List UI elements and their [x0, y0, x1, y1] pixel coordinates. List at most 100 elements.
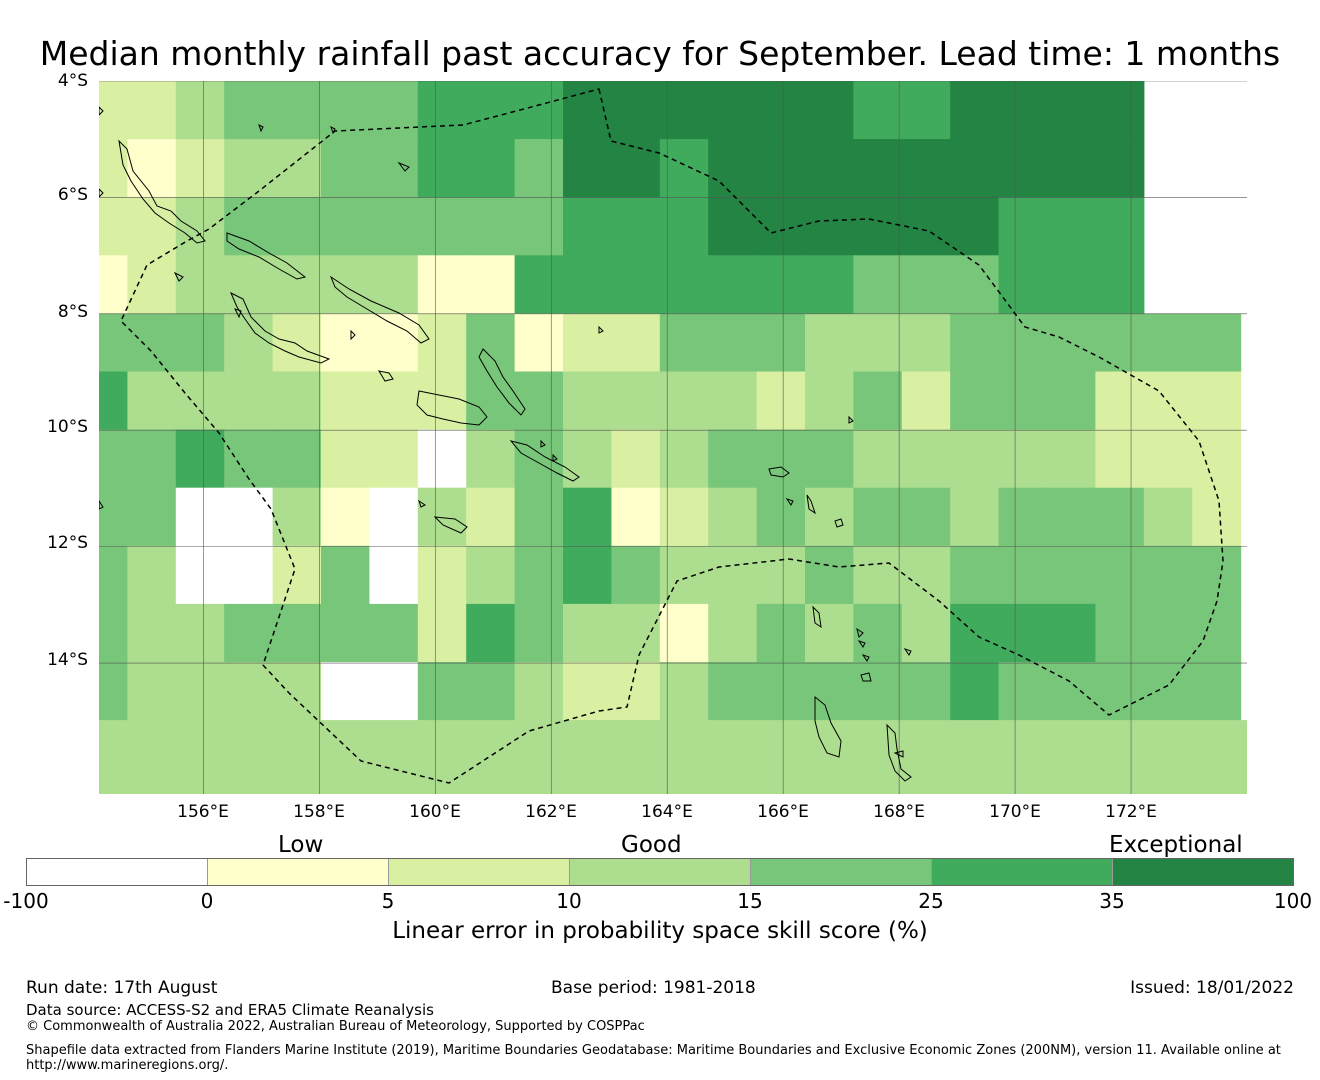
colorbar — [26, 858, 1294, 886]
grid-cell — [611, 313, 661, 373]
grid-cell — [514, 371, 564, 431]
grid-cell — [514, 429, 564, 489]
grid-cell — [1143, 313, 1193, 373]
grid-cell — [175, 603, 225, 663]
graticule — [99, 81, 1247, 794]
shapefile-credit: Shapefile data extracted from Flanders M… — [26, 1043, 1281, 1058]
grid-cell — [466, 545, 516, 605]
grid-cell — [369, 197, 419, 256]
grid-cell — [756, 487, 806, 547]
colorbar-label: Linear error in probability space skill … — [392, 918, 928, 944]
santa-isabel-island — [329, 275, 430, 344]
grid-cell — [1095, 313, 1145, 373]
lon-label: 168°E — [873, 802, 925, 822]
grid-cell — [1095, 429, 1145, 489]
grid-cell — [950, 255, 1000, 314]
grid-cell — [127, 487, 177, 547]
grid-cell — [1143, 371, 1193, 431]
grid-cell — [853, 429, 903, 489]
grid-cell — [901, 662, 951, 721]
grid-cell — [998, 603, 1048, 663]
grid-cell — [708, 197, 758, 256]
grid-cell — [175, 662, 225, 721]
grid-cell — [175, 81, 225, 140]
grid-cell — [756, 662, 806, 721]
makira-island — [509, 440, 580, 482]
grid-cell — [950, 139, 1000, 198]
grid-cell — [950, 81, 1000, 140]
grid-cell — [901, 429, 951, 489]
grid-cell — [1047, 81, 1096, 140]
grid-cell — [901, 255, 951, 314]
bougainville-island — [118, 139, 206, 244]
grid-cell — [1095, 81, 1145, 140]
grid-cell — [611, 139, 661, 198]
grid-cell — [563, 603, 612, 663]
legend-category-good: Good — [621, 832, 682, 858]
grid-cell — [708, 545, 758, 605]
colorbar-segment — [27, 859, 208, 885]
grid-cell — [1192, 662, 1242, 721]
grid-cell — [127, 81, 177, 140]
grid-cell — [853, 487, 903, 547]
grid-cell — [563, 139, 612, 198]
grid-cell — [99, 603, 128, 663]
grid-cell — [224, 197, 274, 256]
grid-cell — [756, 255, 806, 314]
copyright: © Commonwealth of Australia 2022, Austra… — [26, 1019, 645, 1034]
grid-cell — [1095, 371, 1145, 431]
grid-cell — [611, 429, 661, 489]
grid-cell — [175, 487, 225, 547]
grid-cell — [127, 603, 177, 663]
colorbar-tick: 100 — [1273, 889, 1313, 913]
grid-cell — [99, 720, 1247, 794]
grid-cell — [321, 255, 370, 314]
grid-cell — [369, 313, 419, 373]
grid-cell — [950, 487, 1000, 547]
grid-cell — [321, 429, 370, 489]
colorbar-tick: 35 — [1099, 889, 1125, 913]
grid-cell — [805, 313, 854, 373]
grid-cell — [369, 255, 419, 314]
grid-cell — [224, 313, 274, 373]
grid-cell — [369, 371, 419, 431]
grid-cell — [901, 81, 951, 140]
grid-cell — [99, 545, 128, 605]
espiritu-santo-island — [814, 695, 842, 758]
grid-cell — [708, 603, 758, 663]
grid-cell — [611, 545, 661, 605]
grid-cell — [611, 81, 661, 140]
grid-cell — [805, 371, 854, 431]
colorbar-segment — [389, 859, 570, 885]
grid-cell — [950, 429, 1000, 489]
grid-cell — [901, 487, 951, 547]
grid-cell — [1047, 197, 1096, 256]
grid-cell — [998, 545, 1048, 605]
grid-cell — [127, 255, 177, 314]
lon-label: 166°E — [757, 802, 809, 822]
grid-cell — [417, 603, 467, 663]
lat-label: 4°S — [57, 71, 88, 91]
colorbar-tick: 25 — [918, 889, 944, 913]
grid-cell — [127, 313, 177, 373]
grid-cell — [756, 429, 806, 489]
grid-cell — [998, 255, 1048, 314]
grid-cell — [514, 81, 564, 140]
grid-cell — [901, 545, 951, 605]
grid-cell — [127, 545, 177, 605]
grid-cell — [805, 197, 854, 256]
grid-cell — [611, 197, 661, 256]
lat-label: 8°S — [57, 302, 88, 322]
grid-cell — [659, 139, 709, 198]
grid-cell — [853, 313, 903, 373]
grid-cell — [224, 81, 274, 140]
grid-cell — [466, 662, 516, 721]
grid-cell — [272, 603, 322, 663]
grid-cell — [756, 197, 806, 256]
grid-cell — [708, 313, 758, 373]
grid-cell — [321, 545, 370, 605]
grid-cell — [998, 197, 1048, 256]
grid-cell — [853, 197, 903, 256]
grid-cell — [224, 603, 274, 663]
lon-label: 156°E — [177, 802, 229, 822]
